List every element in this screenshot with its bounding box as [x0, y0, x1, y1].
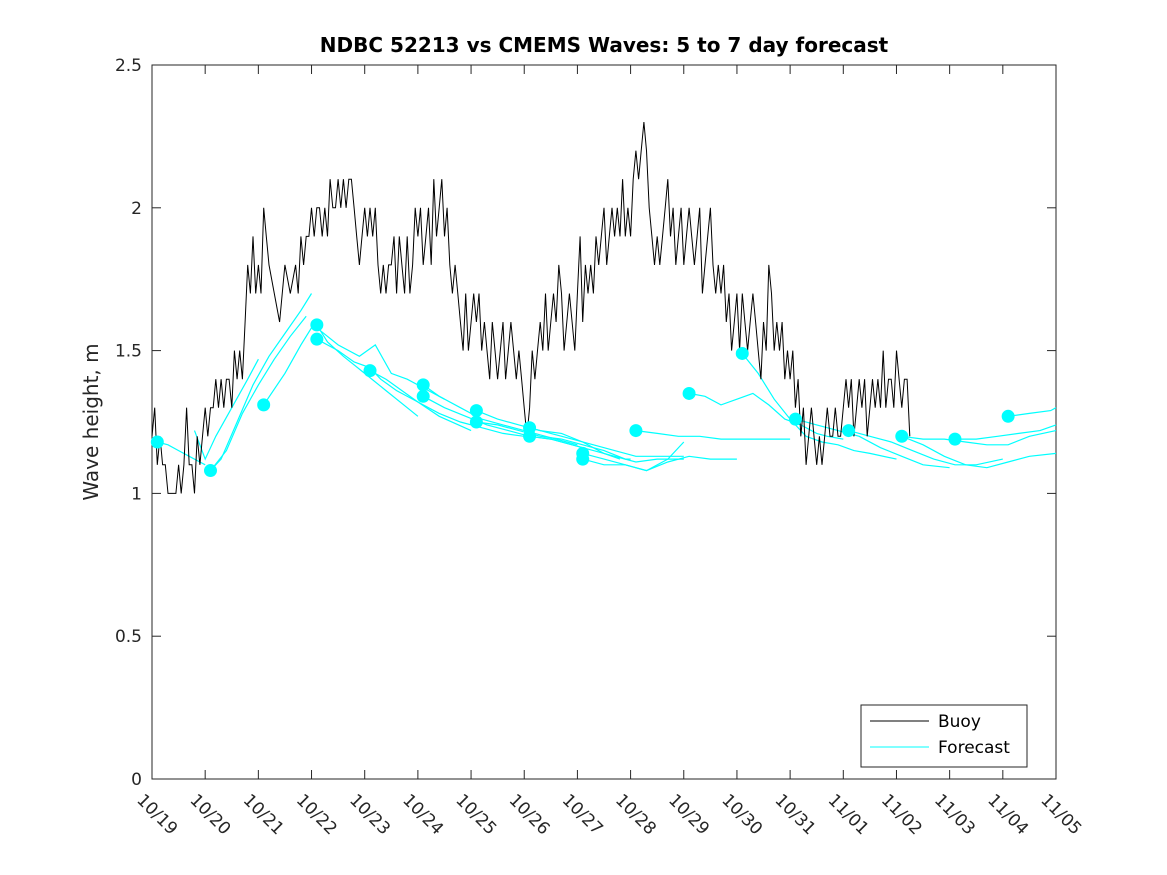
forecast-line [263, 327, 313, 406]
forecast-line [901, 435, 1057, 469]
forecast-marker [788, 412, 802, 426]
x-tick-label: 11/05 [1036, 790, 1085, 839]
forecast-line [422, 384, 578, 446]
forecast-line [901, 430, 1057, 446]
legend: Buoy Forecast [860, 704, 1028, 768]
forecast-marker [203, 464, 217, 478]
forecast-marker [310, 332, 324, 346]
forecast-line [316, 338, 472, 432]
y-axis-label: Wave height, m [79, 343, 103, 500]
x-tick-label: 10/31 [771, 790, 820, 839]
x-tick-label: 10/24 [398, 790, 447, 839]
x-tick-label: 10/23 [345, 790, 394, 839]
forecast-marker [469, 404, 483, 418]
forecast-marker [310, 318, 324, 332]
forecast-line [529, 427, 684, 457]
forecast-marker [842, 424, 856, 438]
buoy-series [151, 122, 911, 494]
forecast-marker [150, 435, 164, 449]
legend-box [860, 704, 1028, 768]
forecast-marker [416, 389, 430, 403]
forecast-marker [1001, 409, 1015, 423]
forecast-marker [363, 364, 377, 378]
forecast-line [795, 418, 950, 469]
forecast-line [955, 424, 1057, 440]
forecast-marker [257, 398, 271, 412]
forecast-line [848, 430, 1003, 466]
forecast-marker [416, 378, 430, 392]
forecast-line [210, 293, 313, 472]
buoy-line [151, 122, 911, 494]
x-tick-label: 11/04 [983, 790, 1032, 839]
forecast-line [582, 441, 685, 472]
plot-frame [151, 64, 1057, 780]
y-tick-label: 1 [131, 484, 142, 504]
forecast-markers [150, 318, 1015, 478]
y-tick-label: 0 [131, 770, 142, 790]
x-tick-label: 11/01 [824, 790, 873, 839]
forecast-line [476, 410, 621, 460]
forecast-marker [576, 452, 590, 466]
forecast-marker [469, 415, 483, 429]
forecast-marker [735, 346, 749, 360]
plot-area [151, 64, 1057, 780]
forecast-line [582, 452, 737, 472]
x-tick-label: 10/27 [558, 790, 607, 839]
chart-title: NDBC 52213 vs CMEMS Waves: 5 to 7 day fo… [320, 33, 889, 57]
y-tick-label: 0.5 [115, 627, 142, 647]
x-tick-label: 10/19 [132, 790, 181, 839]
x-tick-label: 10/28 [611, 790, 660, 839]
x-tick-label: 11/02 [877, 790, 926, 839]
y-tick-label: 2.5 [115, 56, 142, 76]
forecast-line [193, 358, 259, 461]
x-tick-label: 10/21 [239, 790, 288, 839]
forecast-line [1008, 407, 1057, 417]
forecast-marker [948, 432, 962, 446]
forecast-marker [895, 429, 909, 443]
x-tick-label: 10/25 [452, 790, 501, 839]
x-tick-label: 10/26 [505, 790, 554, 839]
legend-forecast-label: Forecast [938, 738, 1010, 758]
forecast-line [157, 441, 206, 466]
y-axis-ticks: 0 0.5 1 1.5 2 2.5 [115, 56, 1056, 790]
x-tick-label: 10/29 [664, 790, 713, 839]
x-tick-label: 10/22 [292, 790, 341, 839]
forecast-marker [629, 424, 643, 438]
x-tick-label: 11/03 [930, 790, 979, 839]
x-tick-label: 10/20 [186, 790, 235, 839]
forecast-line [210, 315, 307, 471]
y-tick-label: 1.5 [115, 342, 142, 362]
forecast-marker [682, 386, 696, 400]
forecast-line [369, 370, 525, 437]
legend-buoy-label: Buoy [938, 712, 981, 732]
forecast-line [529, 435, 684, 463]
forecast-line [635, 430, 791, 440]
forecast-marker [523, 429, 537, 443]
y-tick-label: 2 [131, 199, 142, 219]
forecast-line [476, 421, 631, 460]
forecast-series [157, 293, 1057, 472]
x-tick-label: 10/30 [717, 790, 766, 839]
forecast-line [688, 392, 844, 440]
